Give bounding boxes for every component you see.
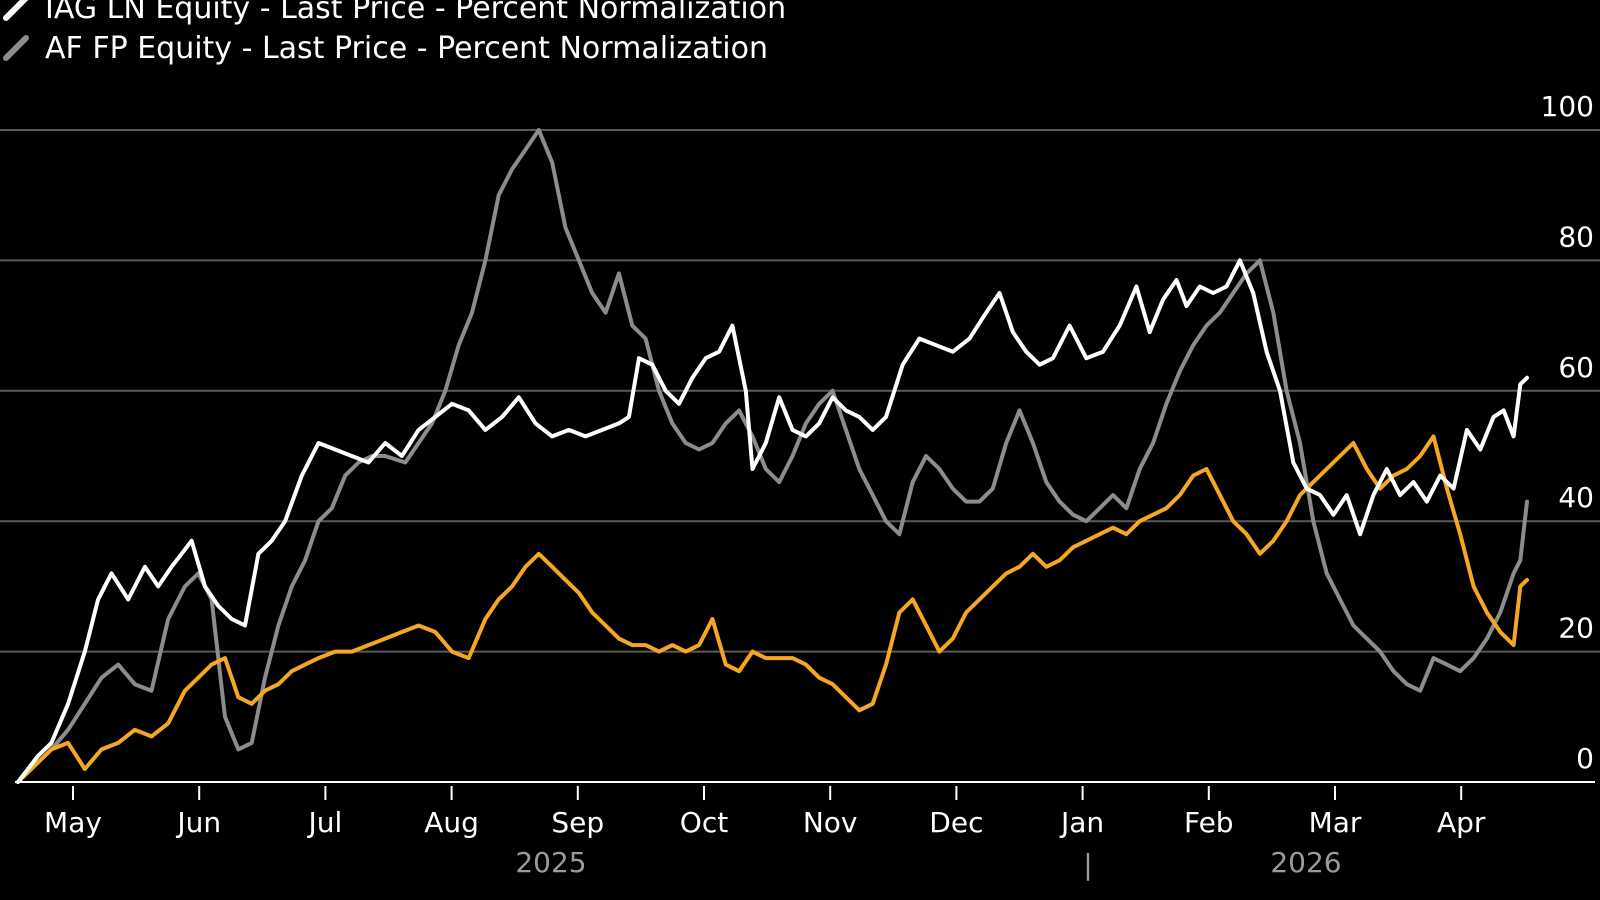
plot-area — [16, 128, 1529, 784]
x-axis: May Jun Jul Aug Sep Oct Nov Dec Jan Feb Mar Apr 2025… — [15, 781, 1595, 881]
legend-label: AF FP Equity - Last Price - Percent Norm… — [45, 31, 768, 66]
y-tick-label: 40 — [1558, 481, 1594, 514]
y-tick-label: 80 — [1558, 220, 1594, 253]
legend: IAG LN Equity - Last Price - Percent Nor… — [3, 0, 786, 66]
x-tick-label: Sep — [551, 806, 604, 839]
x-tick-label: May — [44, 806, 102, 839]
x-tick-label: Jun — [175, 806, 221, 839]
series-line-2 — [16, 434, 1529, 784]
x-tick-label: Jul — [307, 806, 343, 839]
y-tick-label: 20 — [1558, 612, 1594, 645]
y-axis: 0 20 40 60 80 100 — [1541, 90, 1594, 775]
x-tick-label: Jan — [1059, 806, 1104, 839]
y-tick-label: 60 — [1558, 351, 1594, 384]
legend-swatch — [3, 0, 29, 21]
year-divider: | — [1083, 848, 1092, 881]
x-tick-label: Dec — [929, 806, 983, 839]
x-tick-label: Oct — [680, 806, 728, 839]
x-tick-label: Mar — [1309, 806, 1362, 839]
y-tick-label: 100 — [1541, 90, 1594, 123]
year-label: 2026 — [1270, 846, 1341, 879]
gridlines — [0, 129, 1600, 653]
y-tick-label: 0 — [1576, 742, 1594, 775]
x-tick-label: Aug — [424, 806, 479, 839]
x-tick-label: Apr — [1437, 806, 1486, 839]
series-line-0 — [16, 258, 1529, 784]
x-tick-label: Feb — [1184, 806, 1234, 839]
legend-swatch — [3, 35, 29, 61]
x-tick-label: Nov — [803, 806, 858, 839]
year-label: 2025 — [515, 846, 586, 879]
series-line-1 — [16, 128, 1529, 784]
legend-label: IAG LN Equity - Last Price - Percent Nor… — [45, 0, 786, 26]
